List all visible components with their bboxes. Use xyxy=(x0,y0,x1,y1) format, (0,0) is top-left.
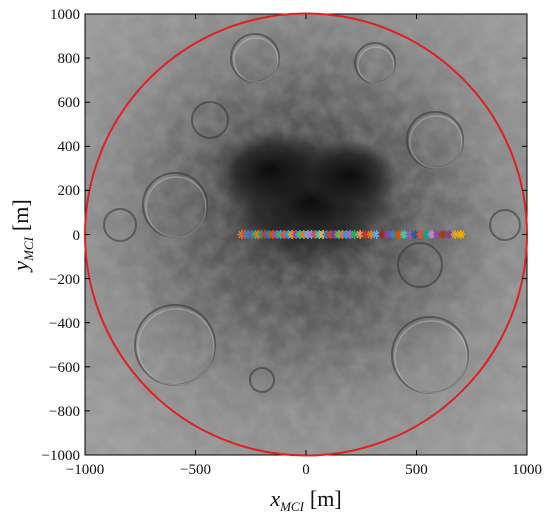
y-tick-label: −1000 xyxy=(42,448,80,464)
x-axis-label: xMCI [m] xyxy=(269,486,341,514)
data-point xyxy=(410,230,420,239)
y-tick-label: −200 xyxy=(49,272,80,288)
y-axis-label-main: y xyxy=(8,261,33,273)
data-point xyxy=(355,230,365,239)
x-tick-label: −1000 xyxy=(66,462,104,478)
y-axis-label: yMCI [m] xyxy=(8,199,36,272)
data-point xyxy=(416,230,426,239)
x-axis-label-subscript: MCI xyxy=(279,499,305,514)
x-tick-labels: −1000 −500 0 500 1000 xyxy=(66,462,542,478)
y-tick-label: −400 xyxy=(49,316,80,332)
y-tick-label: −800 xyxy=(49,404,80,420)
x-tick-label: 500 xyxy=(405,462,428,478)
y-tick-labels: −1000 −800 −600 −400 −200 0 200 400 600 … xyxy=(42,7,80,464)
data-point xyxy=(456,230,466,239)
x-tick-label: −500 xyxy=(180,462,211,478)
axis-ticks xyxy=(84,13,528,456)
x-tick-label: 0 xyxy=(302,462,310,478)
x-tick-label: 1000 xyxy=(512,462,542,478)
data-point xyxy=(394,230,404,239)
y-axis-label-subscript: MCI xyxy=(21,236,36,262)
y-tick-label: 0 xyxy=(73,228,81,244)
y-tick-label: 400 xyxy=(58,139,81,155)
y-tick-label: 600 xyxy=(58,95,81,111)
y-tick-label: 200 xyxy=(58,183,81,199)
y-axis-label-unit: [m] xyxy=(8,199,33,231)
y-tick-label: −600 xyxy=(49,360,80,376)
y-tick-label: 800 xyxy=(58,51,81,67)
data-points xyxy=(237,230,466,239)
y-tick-label: 1000 xyxy=(50,7,80,23)
x-axis-label-main: x xyxy=(269,486,280,511)
x-axis-label-unit: [m] xyxy=(310,486,342,511)
data-point xyxy=(421,230,431,239)
